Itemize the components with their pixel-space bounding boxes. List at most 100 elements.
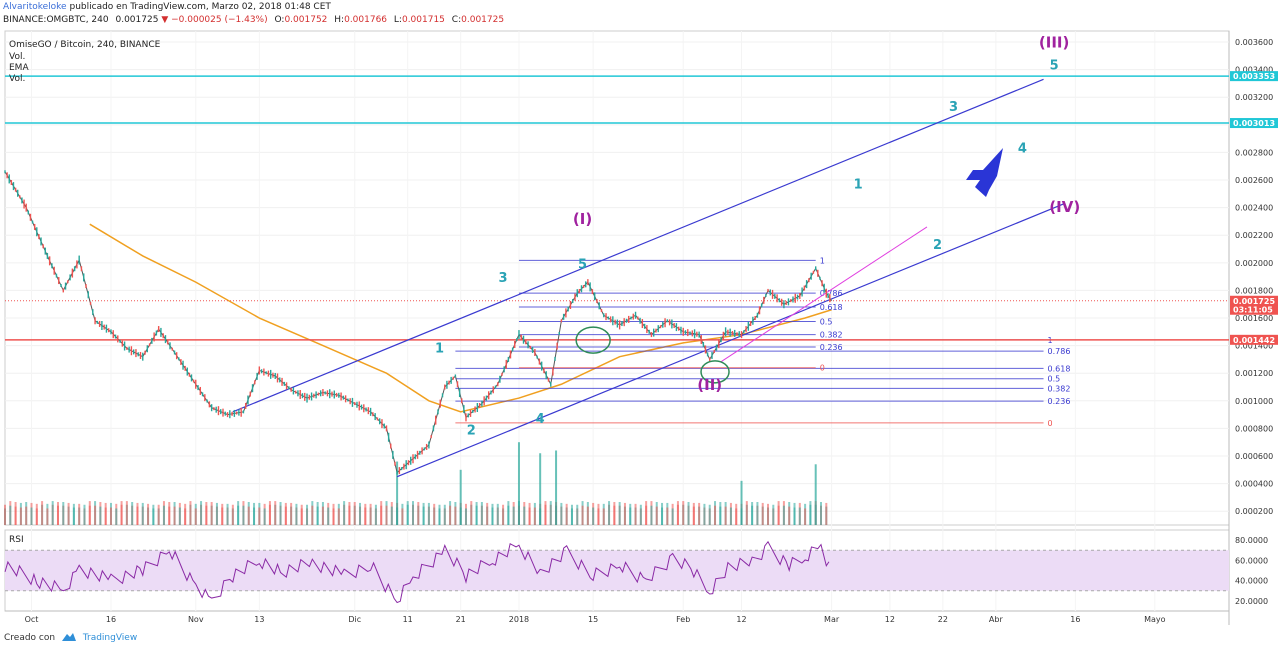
volume-bar <box>19 507 22 525</box>
volume-bar <box>661 507 664 525</box>
y-tick-label: 0.002200 <box>1235 231 1273 240</box>
volume-bar <box>162 505 165 525</box>
wave-label: 3 <box>949 100 958 115</box>
tradingview-link[interactable]: TradingView <box>82 633 138 643</box>
volume-bar <box>560 502 563 525</box>
rsi-line <box>4 540 830 604</box>
rsi-band <box>5 550 1229 591</box>
fib-level-label: 0.236 <box>820 343 843 352</box>
tradingview-logo-icon <box>61 633 76 641</box>
rsi-tick-label: 40.0000 <box>1235 577 1268 586</box>
x-tick-label: 12 <box>736 615 746 624</box>
price-tag-label: 0.001725 <box>1233 297 1275 306</box>
trend-channel-line <box>396 202 1065 478</box>
wave-label: (II) <box>697 376 722 394</box>
volume-bar <box>115 508 118 525</box>
x-tick-label: 12 <box>885 615 895 624</box>
x-tick-label: 16 <box>1070 615 1080 624</box>
volume-bar <box>729 507 732 525</box>
volume-bar <box>374 504 377 525</box>
price-tag <box>1230 334 1278 345</box>
y-tick-label: 0.001800 <box>1235 286 1273 295</box>
volume-bar <box>502 504 505 525</box>
volume-bar <box>385 505 388 525</box>
volume-bar <box>125 501 128 525</box>
volume-bar <box>321 506 324 525</box>
y-tick-label: 0.001400 <box>1235 342 1273 351</box>
x-tick-label: 13 <box>254 615 264 624</box>
volume-spike <box>459 469 462 525</box>
rocket-icon <box>966 148 1003 197</box>
rsi-tick-label: 80.0000 <box>1235 536 1268 545</box>
volume-bar <box>533 507 536 525</box>
fib-level-label: 0.236 <box>1048 397 1071 406</box>
volume-bar <box>412 501 414 525</box>
volume-bar <box>676 501 679 525</box>
volume-bar <box>592 507 595 525</box>
volume-bar <box>268 501 271 525</box>
fib-level-label: 0 <box>1048 419 1053 428</box>
volume-bar <box>348 502 351 525</box>
volume-bar <box>618 502 621 525</box>
volume-bar <box>809 501 812 525</box>
volume-bar <box>178 507 181 525</box>
x-tick-label: 16 <box>106 615 116 624</box>
high-label: H: <box>334 15 345 25</box>
volume-bar <box>337 508 340 525</box>
volume-bar <box>136 502 139 525</box>
volume-bar <box>406 501 409 525</box>
volume-bar <box>735 508 738 525</box>
volume-bar <box>359 502 362 525</box>
volume-bar <box>427 502 430 525</box>
volume-bar <box>83 504 86 525</box>
volume-bar <box>332 508 335 525</box>
open-value: 0.001752 <box>284 15 328 25</box>
volume-bar <box>687 502 690 525</box>
projection-line <box>720 226 928 363</box>
legend-title: OmiseGO / Bitcoin, 240, BINANCE <box>9 40 161 50</box>
legend-ema: EMA <box>9 63 29 73</box>
wave-label: 5 <box>1050 59 1059 74</box>
volume-bar <box>327 507 330 525</box>
y-tick-label: 0.002400 <box>1235 204 1273 213</box>
fib-level-label: 0 <box>820 364 825 373</box>
volume-bar <box>46 508 49 525</box>
volume-spike <box>396 461 399 525</box>
volume-bar <box>306 504 309 525</box>
y-tick-label: 0.001200 <box>1235 369 1273 378</box>
volume-bar <box>586 506 589 525</box>
volume-bar <box>88 505 91 525</box>
volume-bar <box>131 502 134 525</box>
fib-level-label: 0.5 <box>820 317 833 326</box>
wave-label: 5 <box>578 257 587 272</box>
y-tick-label: 0.002800 <box>1235 148 1273 157</box>
volume-bar <box>290 502 293 525</box>
open-label: O: <box>274 15 285 25</box>
wave-label: (I) <box>573 210 592 228</box>
author-link[interactable]: Alvaritokeloke <box>3 2 67 12</box>
volume-bar <box>804 508 807 525</box>
volume-bar <box>772 504 775 525</box>
volume-bar <box>671 508 674 525</box>
volume-bar <box>72 503 75 525</box>
fib-level-label: 0.382 <box>1048 384 1071 393</box>
price-tag-label: 0.003013 <box>1233 119 1275 128</box>
volume-bar <box>597 508 600 525</box>
volume-bar <box>745 501 748 525</box>
volume-bar <box>194 508 197 525</box>
volume-bar <box>639 504 642 525</box>
volume-bar <box>507 505 510 525</box>
highlight-ellipse <box>575 326 611 354</box>
volume-bar <box>629 503 632 525</box>
price-tag <box>1230 304 1278 315</box>
volume-bar <box>189 501 192 525</box>
volume-bar <box>263 508 266 525</box>
volume-bar <box>35 508 38 525</box>
low-label: L: <box>393 15 402 25</box>
volume-bar <box>168 506 171 525</box>
volume-bar <box>443 504 446 525</box>
x-tick-label: Abr <box>989 615 1004 624</box>
volume-bar <box>253 507 256 525</box>
volume-bar <box>231 504 234 525</box>
